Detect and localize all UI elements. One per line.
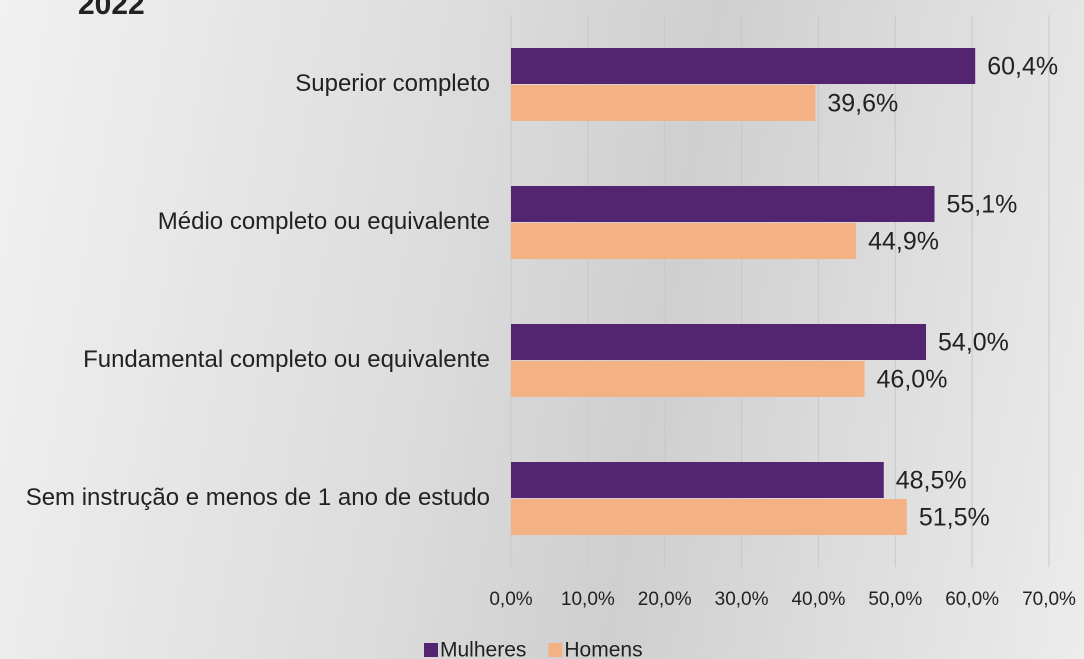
value-label: 51,5% [919, 504, 990, 532]
value-label: 39,6% [827, 90, 898, 118]
y-tick-label-box: Sem instrução e menos de 1 ano de estudo [10, 483, 490, 513]
x-tick-label: 70,0% [1022, 589, 1076, 610]
bar [511, 361, 865, 397]
x-tick-label: 50,0% [868, 589, 922, 610]
legend-label: Homens [564, 639, 642, 659]
x-tick-label: 0,0% [489, 589, 532, 610]
chart: 2022 0,0% 10,0% 20,0% 30,0% 40,0% 50,0% 60,0% 7… [0, 0, 1084, 659]
x-tick-label: 30,0% [715, 589, 769, 610]
x-tick-label: 20,0% [638, 589, 692, 610]
x-tick-label: 10,0% [561, 589, 615, 610]
value-label: 54,0% [938, 329, 1009, 357]
bar [511, 186, 934, 222]
legend-label: Mulheres [440, 639, 526, 659]
y-tick-label-box: Fundamental completo ou equivalente [10, 345, 490, 375]
value-label: 44,9% [868, 228, 939, 256]
chart-title: 2022 [78, 0, 145, 21]
bar [511, 223, 856, 259]
legend-swatch [424, 643, 438, 657]
bar [511, 499, 907, 535]
value-label: 48,5% [896, 467, 967, 495]
y-tick-label-box: Superior completo [10, 69, 490, 99]
y-tick-label: Fundamental completo ou equivalente [83, 345, 490, 375]
bar [511, 462, 884, 498]
y-tick-label: Superior completo [295, 69, 490, 99]
y-tick-label-box: Médio completo ou equivalente [10, 207, 490, 237]
y-tick-label: Sem instrução e menos de 1 ano de estudo [26, 483, 490, 513]
legend-swatch [548, 643, 562, 657]
value-label: 55,1% [946, 191, 1017, 219]
x-tick-label: 60,0% [945, 589, 999, 610]
bar [511, 324, 926, 360]
bar [511, 48, 975, 84]
bar [511, 85, 815, 121]
value-label: 46,0% [877, 366, 948, 394]
x-tick-label: 40,0% [791, 589, 845, 610]
y-tick-label: Médio completo ou equivalente [158, 207, 490, 237]
value-label: 60,4% [987, 53, 1058, 81]
